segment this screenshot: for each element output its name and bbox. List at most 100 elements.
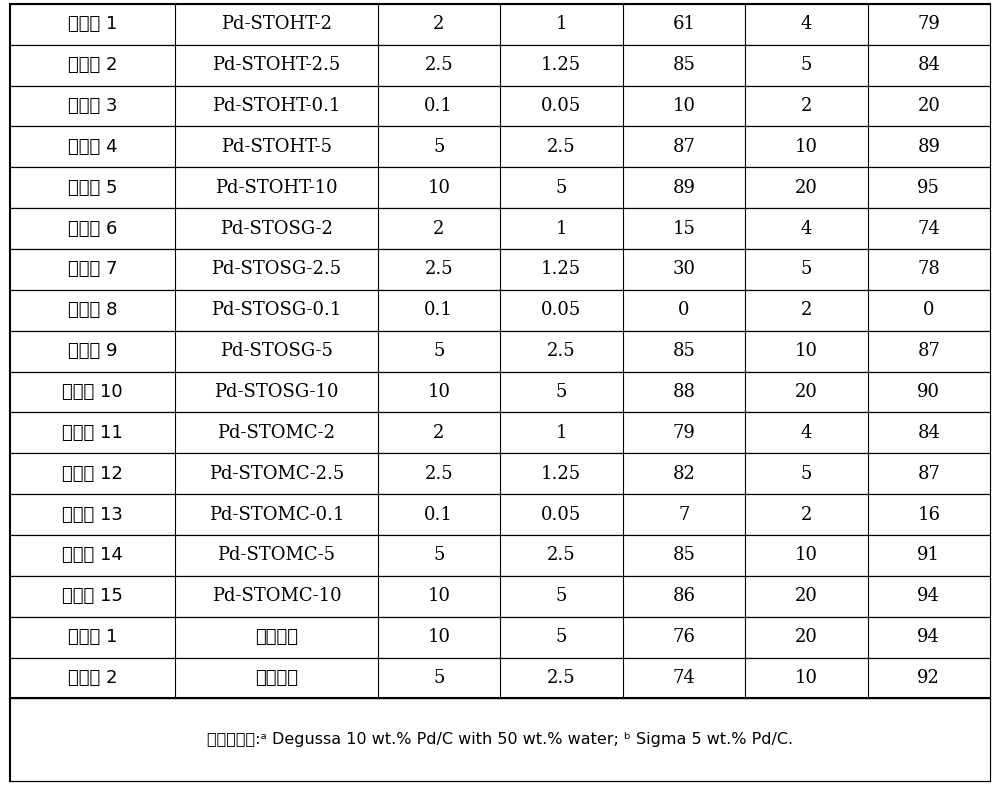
Text: 74: 74 — [917, 220, 940, 238]
Text: 30: 30 — [672, 261, 695, 279]
Text: 89: 89 — [917, 138, 940, 156]
Text: 1.25: 1.25 — [541, 261, 581, 279]
Text: 实施例 15: 实施例 15 — [62, 587, 123, 605]
Text: 5: 5 — [433, 138, 444, 156]
Text: 5: 5 — [801, 57, 812, 75]
Text: Pd-STOSG-5: Pd-STOSG-5 — [220, 342, 333, 360]
Text: 4: 4 — [801, 424, 812, 442]
Text: 87: 87 — [917, 465, 940, 483]
Text: 79: 79 — [917, 16, 940, 33]
Text: 10: 10 — [795, 546, 818, 564]
Text: 76: 76 — [672, 628, 695, 646]
Bar — [10, 412, 990, 453]
Text: 89: 89 — [672, 179, 695, 197]
Text: 5: 5 — [433, 546, 444, 564]
Text: 实施例 6: 实施例 6 — [68, 220, 117, 238]
Text: 实施例 8: 实施例 8 — [68, 301, 117, 319]
Text: 94: 94 — [917, 587, 940, 605]
Text: 20: 20 — [795, 179, 818, 197]
Text: 2: 2 — [801, 506, 812, 524]
Bar — [10, 4, 990, 45]
Text: 1.25: 1.25 — [541, 465, 581, 483]
Text: 10: 10 — [427, 179, 450, 197]
Text: 95: 95 — [917, 179, 940, 197]
Bar — [10, 330, 990, 371]
Text: 85: 85 — [672, 57, 695, 75]
Text: 20: 20 — [795, 383, 818, 401]
Text: 商业钯碳: 商业钯碳 — [255, 669, 298, 687]
Text: 2: 2 — [433, 220, 444, 238]
Text: 实施例 9: 实施例 9 — [68, 342, 117, 360]
Text: 2.5: 2.5 — [547, 138, 576, 156]
Text: 1: 1 — [556, 424, 567, 442]
Bar — [10, 495, 990, 535]
Text: 2.5: 2.5 — [547, 342, 576, 360]
Bar — [10, 208, 990, 249]
Text: Pd-STOHT-0.1: Pd-STOHT-0.1 — [212, 97, 341, 115]
Text: 5: 5 — [801, 261, 812, 279]
Text: 实施例 2: 实施例 2 — [68, 57, 117, 75]
Text: 2.5: 2.5 — [547, 546, 576, 564]
Text: 61: 61 — [672, 16, 695, 33]
Bar — [10, 535, 990, 576]
Bar — [10, 658, 990, 699]
Text: 实施例 3: 实施例 3 — [68, 97, 117, 115]
Text: 1: 1 — [556, 220, 567, 238]
Text: 5: 5 — [556, 383, 567, 401]
Text: 0.1: 0.1 — [424, 506, 453, 524]
Text: 91: 91 — [917, 546, 940, 564]
Text: 5: 5 — [433, 669, 444, 687]
Text: 0.1: 0.1 — [424, 97, 453, 115]
Text: 5: 5 — [556, 587, 567, 605]
Text: 84: 84 — [917, 424, 940, 442]
Text: 84: 84 — [917, 57, 940, 75]
Text: 10: 10 — [795, 138, 818, 156]
Text: 0.05: 0.05 — [541, 506, 581, 524]
Text: 5: 5 — [433, 342, 444, 360]
Text: 2.5: 2.5 — [424, 465, 453, 483]
Text: 16: 16 — [917, 506, 940, 524]
Text: Pd-STOSG-2.5: Pd-STOSG-2.5 — [211, 261, 342, 279]
Bar — [10, 126, 990, 167]
Text: 88: 88 — [672, 383, 695, 401]
Text: 1: 1 — [556, 16, 567, 33]
Text: 对比例 2: 对比例 2 — [68, 669, 117, 687]
Text: 7: 7 — [678, 506, 689, 524]
Text: 实施例 4: 实施例 4 — [68, 138, 117, 156]
Text: 94: 94 — [917, 628, 940, 646]
Text: Pd-STOSG-0.1: Pd-STOSG-0.1 — [211, 301, 342, 319]
Text: Pd-STOHT-10: Pd-STOHT-10 — [215, 179, 338, 197]
Text: 10: 10 — [795, 669, 818, 687]
Text: Pd-STOMC-0.1: Pd-STOMC-0.1 — [209, 506, 344, 524]
Text: 2.5: 2.5 — [424, 261, 453, 279]
Text: 20: 20 — [795, 628, 818, 646]
Text: 1.25: 1.25 — [541, 57, 581, 75]
Bar — [10, 576, 990, 617]
Text: Pd-STOSG-10: Pd-STOSG-10 — [214, 383, 339, 401]
Bar — [10, 290, 990, 330]
Bar — [10, 167, 990, 208]
Text: 15: 15 — [672, 220, 695, 238]
Text: 实施例 1: 实施例 1 — [68, 16, 117, 33]
Text: 87: 87 — [917, 342, 940, 360]
Text: 0.05: 0.05 — [541, 97, 581, 115]
Text: 5: 5 — [556, 628, 567, 646]
Text: Pd-STOMC-10: Pd-STOMC-10 — [212, 587, 341, 605]
Text: 10: 10 — [672, 97, 695, 115]
Text: 92: 92 — [917, 669, 940, 687]
Text: 85: 85 — [672, 546, 695, 564]
Text: 实施例 14: 实施例 14 — [62, 546, 123, 564]
Text: 10: 10 — [427, 383, 450, 401]
Text: 2: 2 — [801, 301, 812, 319]
Bar — [10, 45, 990, 86]
Text: 10: 10 — [427, 587, 450, 605]
Text: Pd-STOMC-5: Pd-STOMC-5 — [217, 546, 335, 564]
Text: 实施例 13: 实施例 13 — [62, 506, 123, 524]
Text: 5: 5 — [556, 179, 567, 197]
Text: 85: 85 — [672, 342, 695, 360]
Text: 0.05: 0.05 — [541, 301, 581, 319]
Text: Pd-STOHT-2: Pd-STOHT-2 — [221, 16, 332, 33]
Bar — [10, 699, 990, 781]
Text: 90: 90 — [917, 383, 940, 401]
Text: 实施例 11: 实施例 11 — [62, 424, 123, 442]
